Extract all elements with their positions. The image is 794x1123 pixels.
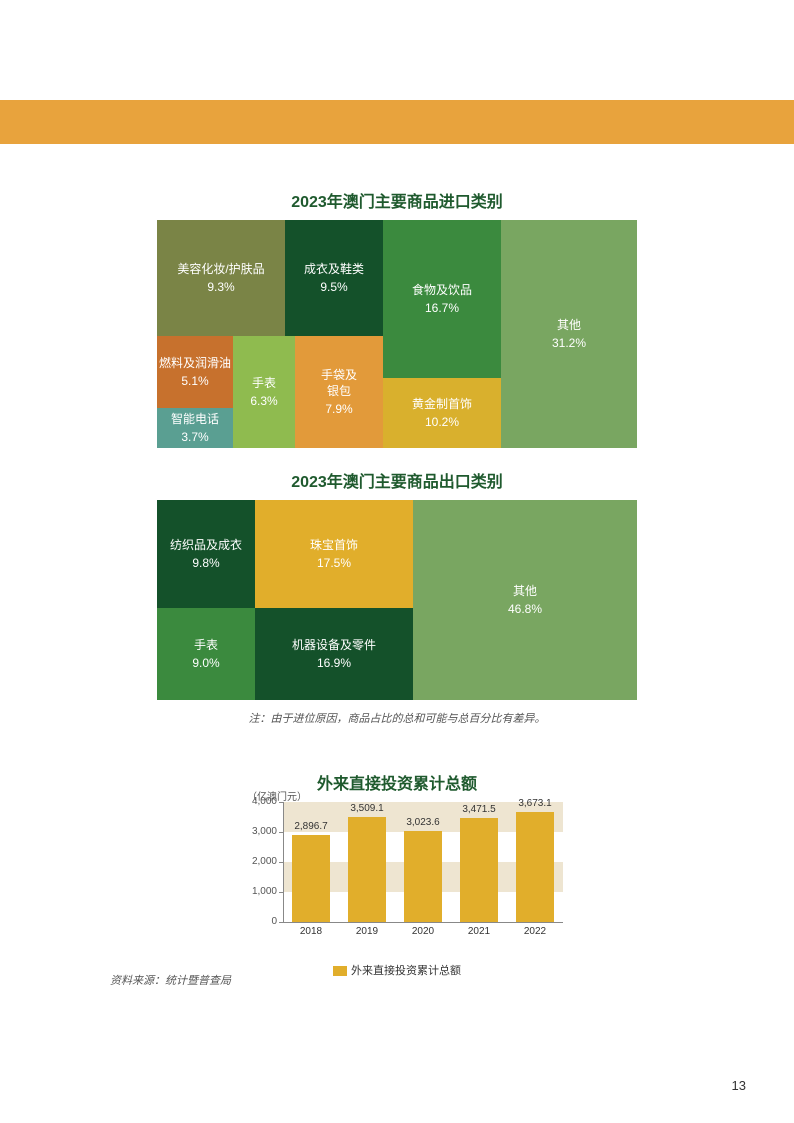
exports-section: 2023年澳门主要商品出口类别 纺织品及成衣 9.8% 珠宝首饰 17.5% 手表 9.0… xyxy=(0,468,794,726)
treemap-box-label: 机器设备及零件 xyxy=(292,637,376,653)
treemap-box-label: 其他 xyxy=(557,317,581,333)
treemap-box-label: 美容化妆/护肤品 xyxy=(177,261,264,277)
treemap-box-pct: 7.9% xyxy=(325,401,352,417)
treemap-box-pct: 5.1% xyxy=(181,373,208,389)
imports-title: 2023年澳门主要商品进口类别 xyxy=(0,188,794,212)
barchart-yaxis xyxy=(283,802,284,922)
treemap-box: 黄金制首饰 10.2% xyxy=(383,378,501,448)
barchart-xlabel: 2018 xyxy=(283,926,339,937)
barchart-bar xyxy=(404,831,442,922)
barchart-xlabel: 2022 xyxy=(507,926,563,937)
treemap-box-pct: 31.2% xyxy=(552,335,586,351)
treemap-box-label: 手表 xyxy=(194,637,218,653)
treemap-box-label: 手袋及银包 xyxy=(321,367,357,399)
treemap-box-pct: 17.5% xyxy=(317,555,351,571)
treemap-box-label: 其他 xyxy=(513,583,537,599)
barchart-value-label: 3,471.5 xyxy=(454,804,504,815)
exports-treemap: 纺织品及成衣 9.8% 珠宝首饰 17.5% 手表 9.0% 机器设备及零件 16.9% 其他 4… xyxy=(157,500,637,700)
treemap-note: 注：由于进位原因，商品占比的总和可能与总百分比有差异。 xyxy=(0,710,794,726)
treemap-box: 手表 9.0% xyxy=(157,608,255,700)
treemap-box-label: 食物及饮品 xyxy=(412,282,472,298)
barchart-ytick: 2,000 xyxy=(237,856,277,867)
barchart-bar xyxy=(460,818,498,922)
treemap-box-label: 珠宝首饰 xyxy=(310,537,358,553)
barchart-xlabel: 2020 xyxy=(395,926,451,937)
treemap-box-pct: 6.3% xyxy=(250,393,277,409)
treemap-box-pct: 16.9% xyxy=(317,655,351,671)
treemap-box: 成衣及鞋类 9.5% xyxy=(285,220,383,336)
treemap-box-label: 智能电话 xyxy=(171,411,219,427)
treemap-box-label: 成衣及鞋类 xyxy=(304,261,364,277)
page: 2023年澳门主要商品进口类别 美容化妆/护肤品 9.3% 成衣及鞋类 9.5% 食物及… xyxy=(0,0,794,1123)
treemap-box-pct: 9.8% xyxy=(192,555,219,571)
barchart-value-label: 3,023.6 xyxy=(398,817,448,828)
treemap-box-label: 燃料及润滑油 xyxy=(159,355,231,371)
legend-text: 外来直接投资累计总额 xyxy=(351,965,461,977)
page-number: 13 xyxy=(732,1078,746,1093)
imports-section: 2023年澳门主要商品进口类别 美容化妆/护肤品 9.3% 成衣及鞋类 9.5% 食物及… xyxy=(0,188,794,448)
treemap-box: 智能电话 3.7% xyxy=(157,408,233,448)
barchart-ytick: 3,000 xyxy=(237,826,277,837)
barchart-xlabel: 2019 xyxy=(339,926,395,937)
barchart-value-label: 3,509.1 xyxy=(342,803,392,814)
treemap-box: 燃料及润滑油 5.1% xyxy=(157,336,233,408)
treemap-box-label: 手表 xyxy=(252,375,276,391)
treemap-box-pct: 9.5% xyxy=(320,279,347,295)
source-note: 资料来源：统计暨普查局 xyxy=(110,972,231,988)
barchart-bar xyxy=(292,835,330,922)
treemap-box: 珠宝首饰 17.5% xyxy=(255,500,413,608)
barchart-bar xyxy=(348,817,386,922)
treemap-box-label: 黄金制首饰 xyxy=(412,396,472,412)
treemap-box: 食物及饮品 16.7% xyxy=(383,220,501,378)
barchart-ytick: 1,000 xyxy=(237,886,277,897)
treemap-box: 纺织品及成衣 9.8% xyxy=(157,500,255,608)
treemap-box-pct: 16.7% xyxy=(425,300,459,316)
barchart-ytick: 4,000 xyxy=(237,796,277,807)
treemap-box-pct: 46.8% xyxy=(508,601,542,617)
barchart-value-label: 2,896.7 xyxy=(286,821,336,832)
barchart-bar xyxy=(516,812,554,922)
barchart-xaxis xyxy=(283,922,563,923)
treemap-box: 其他 46.8% xyxy=(413,500,637,700)
fdi-barchart: （亿澳门元）01,0002,0003,0004,0002,896.720183,… xyxy=(237,802,557,956)
treemap-box: 机器设备及零件 16.9% xyxy=(255,608,413,700)
barchart-title: 外来直接投资累计总额 xyxy=(0,770,794,794)
treemap-box-pct: 10.2% xyxy=(425,414,459,430)
imports-treemap: 美容化妆/护肤品 9.3% 成衣及鞋类 9.5% 食物及饮品 16.7% 其他 31.2% 燃料… xyxy=(157,220,637,448)
legend-swatch xyxy=(333,966,347,976)
treemap-box-pct: 3.7% xyxy=(181,429,208,445)
treemap-box: 其他 31.2% xyxy=(501,220,637,448)
treemap-box-pct: 9.3% xyxy=(207,279,234,295)
treemap-box: 美容化妆/护肤品 9.3% xyxy=(157,220,285,336)
barchart-value-label: 3,673.1 xyxy=(510,798,560,809)
treemap-box: 手袋及银包 7.9% xyxy=(295,336,383,448)
barchart-ytick: 0 xyxy=(237,916,277,927)
treemap-box-pct: 9.0% xyxy=(192,655,219,671)
barchart-xlabel: 2021 xyxy=(451,926,507,937)
exports-title: 2023年澳门主要商品出口类别 xyxy=(0,468,794,492)
treemap-box-label: 纺织品及成衣 xyxy=(170,537,242,553)
treemap-box: 手表 6.3% xyxy=(233,336,295,448)
barchart-section: 外来直接投资累计总额 （亿澳门元）01,0002,0003,0004,0002,… xyxy=(0,770,794,978)
